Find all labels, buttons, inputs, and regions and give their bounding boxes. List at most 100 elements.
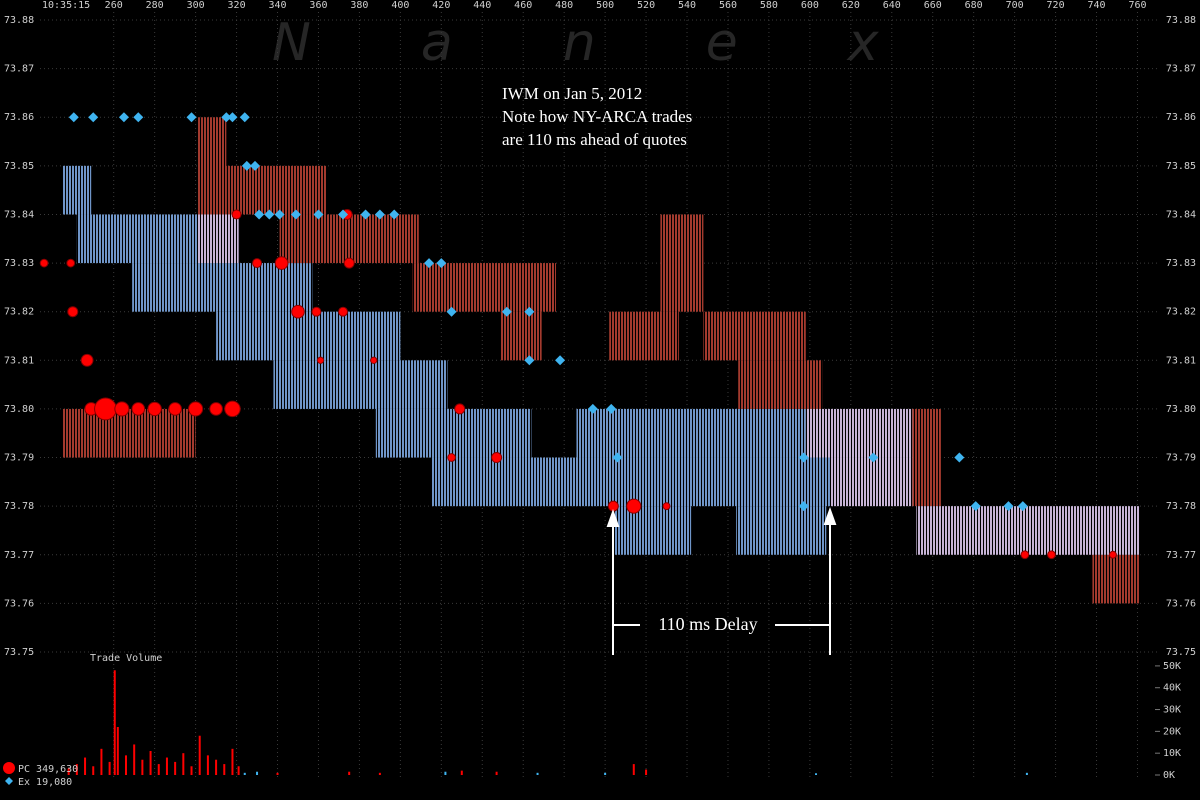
y-tick-label: 73.84 [4, 209, 34, 220]
y-tick-label: 73.80 [1166, 404, 1196, 415]
quote [290, 209, 301, 220]
quote [249, 160, 260, 171]
x-tick-label: 360 [309, 0, 327, 11]
y-tick-label: 73.85 [4, 161, 34, 172]
x-tick-label: 560 [719, 0, 737, 11]
delay-label: 110 ms Delay [658, 614, 757, 634]
time-label: 10:35:15 [42, 0, 90, 11]
quote [389, 209, 400, 220]
trade [316, 356, 325, 364]
locked-band [916, 506, 1140, 555]
trade [1020, 550, 1030, 560]
x-tick-label: 680 [965, 0, 983, 11]
volume-bar [157, 764, 160, 775]
trade [626, 498, 642, 514]
volume-bar [348, 771, 351, 775]
legend-marker [3, 762, 15, 774]
trade [607, 500, 619, 512]
y-tick-label: 73.79 [1166, 453, 1196, 464]
ask-band [279, 214, 419, 264]
ask-band [660, 214, 704, 312]
y-tick-label: 73.76 [1166, 598, 1196, 609]
quote [241, 160, 252, 171]
trade [231, 209, 242, 220]
x-tick-label: 740 [1087, 0, 1105, 11]
volume-bar [815, 773, 818, 775]
volume-bar [113, 670, 116, 775]
ask-band [1092, 554, 1140, 604]
x-tick-label: 520 [637, 0, 655, 11]
trade [447, 453, 456, 462]
trade [274, 256, 289, 270]
legend-label: PC 349,630 [18, 764, 78, 775]
y-tick-label: 73.85 [1166, 161, 1196, 172]
quote [338, 209, 349, 220]
x-tick-label: 400 [391, 0, 409, 11]
y-tick-label: 73.81 [1166, 355, 1196, 366]
x-tick-label: 640 [883, 0, 901, 11]
quote [524, 306, 535, 317]
quote [446, 306, 457, 317]
trade [168, 402, 182, 416]
quote [954, 452, 965, 463]
volume-bar [190, 766, 193, 775]
y-tick-label: 73.88 [1166, 15, 1196, 26]
legend-marker [5, 777, 13, 785]
volume-bar [182, 753, 185, 775]
volume-bar [632, 764, 635, 775]
quote [274, 209, 285, 220]
trade [291, 304, 305, 319]
ask-band [912, 408, 941, 507]
trade [224, 400, 241, 418]
y-tick-label: 73.82 [4, 307, 34, 318]
volume-bar [116, 727, 119, 775]
volume-bar [231, 748, 234, 775]
quote [313, 209, 324, 220]
y-tick-label: 73.78 [4, 501, 34, 512]
volume-bar [444, 771, 447, 775]
x-tick-label: 280 [146, 0, 164, 11]
trade [188, 401, 204, 417]
volume-bar [108, 761, 111, 775]
bid-band [216, 311, 401, 361]
quote [524, 355, 535, 366]
trade [94, 397, 117, 421]
volume-bar [141, 759, 144, 775]
quote [221, 112, 232, 123]
bid-band [62, 165, 92, 215]
quote [118, 112, 129, 123]
x-tick-label: 440 [473, 0, 491, 11]
x-tick-label: 460 [514, 0, 532, 11]
trade [209, 402, 223, 416]
x-tick-label: 620 [842, 0, 860, 11]
volume-tick-label: 20K [1163, 726, 1181, 737]
x-tick-label: 540 [678, 0, 696, 11]
quote [264, 209, 275, 220]
quote [227, 112, 238, 123]
y-tick-label: 73.87 [4, 64, 34, 75]
quote [798, 452, 809, 463]
volume-bar [1025, 772, 1028, 775]
ask-band [412, 263, 556, 312]
trade [454, 403, 466, 415]
locked-band [830, 457, 913, 507]
quote [606, 403, 617, 414]
volume-bar [536, 772, 539, 775]
trade [1108, 550, 1117, 559]
volume-bar [256, 771, 259, 775]
y-tick-label: 73.86 [1166, 112, 1196, 123]
trade [66, 258, 76, 268]
volume-bar [100, 748, 103, 775]
x-tick-label: 600 [801, 0, 819, 11]
trade [252, 258, 263, 269]
quote [360, 209, 371, 220]
volume-bar [133, 744, 136, 775]
y-tick-label: 73.77 [4, 550, 34, 561]
ask-band [226, 165, 327, 215]
ask-band [197, 117, 227, 215]
trade [80, 353, 94, 367]
ask-band [62, 408, 196, 458]
trade [1047, 550, 1056, 560]
bid-band [576, 408, 806, 458]
volume-bar [174, 761, 177, 775]
